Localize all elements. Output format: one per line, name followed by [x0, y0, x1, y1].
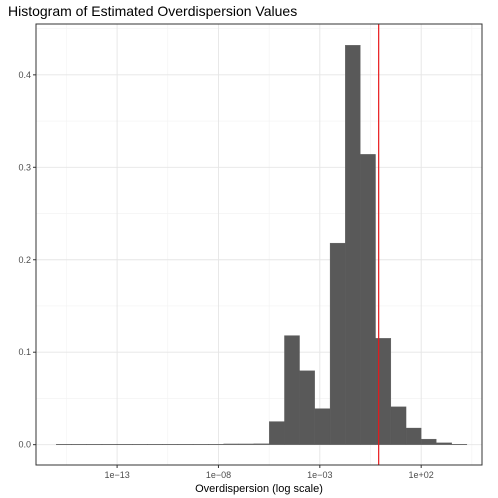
histogram-bar	[375, 338, 392, 445]
chart-title: Histogram of Estimated Overdispersion Va…	[8, 3, 298, 19]
histogram-bar	[405, 427, 422, 445]
histogram-bar	[71, 444, 87, 445]
histogram-bar	[253, 443, 270, 445]
x-axis-title: Overdispersion (log scale)	[195, 483, 323, 495]
histogram-bar	[147, 444, 163, 445]
histogram-bar	[436, 442, 452, 445]
histogram-bar	[208, 444, 224, 445]
histogram-bar	[284, 335, 300, 445]
histogram-bar	[192, 444, 209, 445]
histogram-bar	[390, 406, 407, 445]
histogram-bar	[223, 443, 239, 445]
histogram-bar	[451, 444, 468, 445]
x-tick-label: 1e−13	[104, 470, 129, 480]
x-tick-label: 1e−08	[206, 470, 231, 480]
y-tick-label: 0.1	[18, 347, 31, 357]
histogram-bar	[101, 444, 118, 445]
plot-panel-background	[36, 24, 482, 465]
histogram-bars	[56, 45, 468, 445]
plot-panel-border	[35, 23, 483, 466]
histogram-bar	[177, 444, 194, 445]
histogram-bar	[360, 154, 376, 445]
histogram-bar	[299, 370, 315, 445]
histogram-bar	[238, 443, 255, 445]
histogram-bar	[421, 438, 437, 445]
x-tick-label: 1e−03	[307, 470, 332, 480]
y-axis-ticks: 0.0 0.1 0.2 0.3 0.4	[18, 70, 36, 450]
histogram-bar	[162, 444, 179, 445]
x-tick-label: 1e+02	[409, 470, 434, 480]
histogram-bar	[345, 45, 361, 445]
histogram-bar	[56, 444, 72, 445]
histogram-bar	[269, 421, 285, 445]
y-tick-label: 0.3	[18, 162, 31, 172]
y-tick-label: 0.4	[18, 70, 31, 80]
histogram-bar	[329, 242, 346, 445]
x-axis-ticks: 1e−13 1e−08 1e−03 1e+02	[104, 465, 434, 480]
histogram-bar	[132, 444, 148, 445]
y-tick-label: 0.2	[18, 255, 31, 265]
histogram-bar	[116, 444, 133, 445]
y-tick-label: 0.0	[18, 440, 31, 450]
histogram-bar	[314, 408, 331, 445]
histogram-bar	[86, 444, 103, 445]
